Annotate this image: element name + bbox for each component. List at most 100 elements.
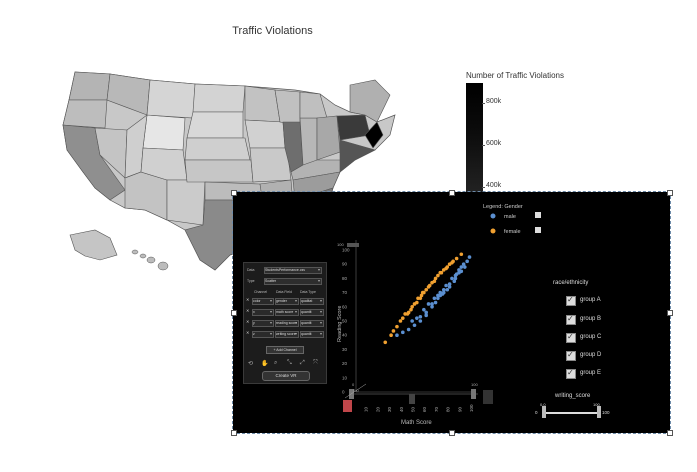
data-point-male [452,279,457,284]
data-point-female [427,283,432,288]
resize-handle[interactable] [667,430,673,436]
data-point-male [424,313,428,318]
data-point-female [415,300,419,305]
state-or [62,99,108,129]
writing-slider-max-handle[interactable] [597,406,601,418]
hand-icon[interactable]: ✋ [261,361,269,367]
y-axis-handle[interactable] [347,243,359,247]
legend-toggle-male[interactable] [535,212,541,218]
data-point-female [410,305,414,309]
remove-row-icon[interactable]: ✕ [246,319,250,324]
resize-handle[interactable] [449,190,455,196]
y-tick-label: 40 [342,333,348,338]
column-header: Data Field [276,290,292,294]
data-point-male [459,265,464,269]
data-label: Data [247,268,255,272]
remove-row-icon[interactable]: ✕ [246,330,250,335]
data-point-female [436,273,440,278]
resize-handle[interactable] [231,310,237,316]
legend-tick: 600k [481,140,502,147]
data-point-male [467,255,472,259]
x-range-max-handle[interactable] [471,389,476,399]
state-md [364,121,384,149]
resize-handle[interactable] [449,430,455,436]
legend-toggle-female[interactable] [535,227,541,233]
data-point-male [450,276,454,281]
data-point-female [444,266,448,271]
data-point-female [416,296,420,301]
wrap-checkbox[interactable] [566,368,576,379]
data-point-female [454,256,459,261]
create-vr-button[interactable]: Create VR [262,371,310,381]
resize-handle[interactable] [231,430,237,436]
writing-slider-track [544,412,600,414]
writing-slider-max-value: 100 [602,410,610,415]
fullscreen-icon[interactable]: ⤧ [313,360,318,366]
state-in [299,117,318,166]
data-select[interactable]: StudentsPerformance.csv [264,267,322,274]
resize-handle[interactable] [667,190,673,196]
expand-icon[interactable]: ⤢ [300,360,305,366]
wrap-checkbox[interactable] [566,332,576,343]
resize-handle[interactable] [231,190,237,196]
channel-select[interactable]: x [252,309,274,316]
resize-handle[interactable] [667,310,673,316]
y-range-red-handle[interactable] [343,400,352,412]
data-point-female [395,324,399,329]
field-value: gender [276,299,287,303]
control-panel: Data StudentsPerformance.csv Type Scatte… [243,262,327,384]
data-point-male [441,287,446,292]
field-select[interactable]: writing score [275,331,299,338]
type-select[interactable]: quantit [300,309,324,316]
writing-slider-min-handle[interactable] [542,406,546,418]
type-select[interactable]: quantit [300,320,324,327]
channel-select[interactable]: y [252,320,274,327]
data-point-male [401,330,405,335]
y-tick-label: 70 [342,290,348,295]
y-tick-label: 30 [342,347,348,352]
field-value: math score [276,310,294,314]
wrap-option-label: group E [580,370,602,376]
wrap-option-label: group D [580,352,602,358]
wrap-option-label: group A [580,297,601,303]
channel-select[interactable]: z [252,331,274,338]
x-range-min-handle[interactable] [349,389,354,399]
depth-handle[interactable] [483,390,493,404]
type-select[interactable]: quantit [300,331,324,338]
resize-icon[interactable]: ⤡ [287,360,292,366]
field-select[interactable]: gender [275,298,299,305]
remove-row-icon[interactable]: ✕ [246,297,250,302]
x-axis-label: Math Score [401,420,432,426]
legend-marker-male [490,213,496,219]
y-tick-label: 90 [342,262,348,267]
x-tick-labels: 10 20 30 40 50 60 70 80 90 100 [364,404,474,412]
z-axis-line [344,383,367,399]
data-point-male [440,292,445,296]
wrap-checkbox[interactable] [566,314,576,325]
data-point-female [450,260,454,265]
data-point-male [463,265,467,269]
wrap-checkbox[interactable] [566,350,576,361]
field-select[interactable]: math score [275,309,299,316]
type-select[interactable]: Scatter [264,278,322,285]
reset-icon[interactable]: ⟲ [248,361,254,367]
data-point-female [405,312,410,316]
remove-row-icon[interactable]: ✕ [246,308,250,313]
channel-select[interactable]: color [252,298,274,305]
type-select[interactable]: qualitat [300,298,324,305]
state-ne [184,137,251,161]
data-point-male [447,282,452,286]
field-select[interactable]: reading score [275,320,299,327]
x-tick-label: 70 [434,406,439,412]
state-wy [142,114,186,151]
x-tick-label: 50 [411,406,416,412]
data-point-female [433,276,438,281]
channel-value: x [253,310,255,314]
zoom-icon[interactable]: ⌕ [274,360,278,366]
data-point-male [453,276,458,281]
wrap-checkbox[interactable] [566,295,576,306]
data-point-female [424,287,428,292]
state-nd [192,83,246,113]
add-channel-button[interactable]: + Add Channel [266,346,304,354]
